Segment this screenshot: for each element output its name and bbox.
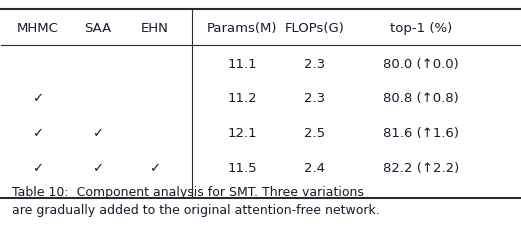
- Text: 11.5: 11.5: [228, 162, 257, 175]
- Text: Params(M): Params(M): [207, 22, 278, 35]
- Text: ✓: ✓: [92, 127, 103, 140]
- Text: 2.4: 2.4: [304, 162, 326, 175]
- Text: SAA: SAA: [84, 22, 111, 35]
- Text: 80.0 (↑0.0): 80.0 (↑0.0): [383, 58, 459, 71]
- Text: 81.6 (↑1.6): 81.6 (↑1.6): [383, 127, 459, 140]
- Text: 12.1: 12.1: [228, 127, 257, 140]
- Text: 2.5: 2.5: [304, 127, 326, 140]
- Text: MHMC: MHMC: [17, 22, 58, 35]
- Text: ✓: ✓: [32, 92, 43, 105]
- Text: Table 10:  Component analysis for SMT. Three variations
are gradually added to t: Table 10: Component analysis for SMT. Th…: [12, 186, 379, 217]
- Text: 82.2 (↑2.2): 82.2 (↑2.2): [383, 162, 460, 175]
- Text: ✓: ✓: [32, 127, 43, 140]
- Text: EHN: EHN: [140, 22, 168, 35]
- Text: 11.2: 11.2: [228, 92, 257, 105]
- Text: ✓: ✓: [148, 162, 160, 175]
- Text: FLOPs(G): FLOPs(G): [285, 22, 345, 35]
- Text: 2.3: 2.3: [304, 58, 326, 71]
- Text: ✓: ✓: [92, 162, 103, 175]
- Text: 2.3: 2.3: [304, 92, 326, 105]
- Text: top-1 (%): top-1 (%): [390, 22, 452, 35]
- Text: ✓: ✓: [32, 162, 43, 175]
- Text: 80.8 (↑0.8): 80.8 (↑0.8): [383, 92, 459, 105]
- Text: 11.1: 11.1: [228, 58, 257, 71]
